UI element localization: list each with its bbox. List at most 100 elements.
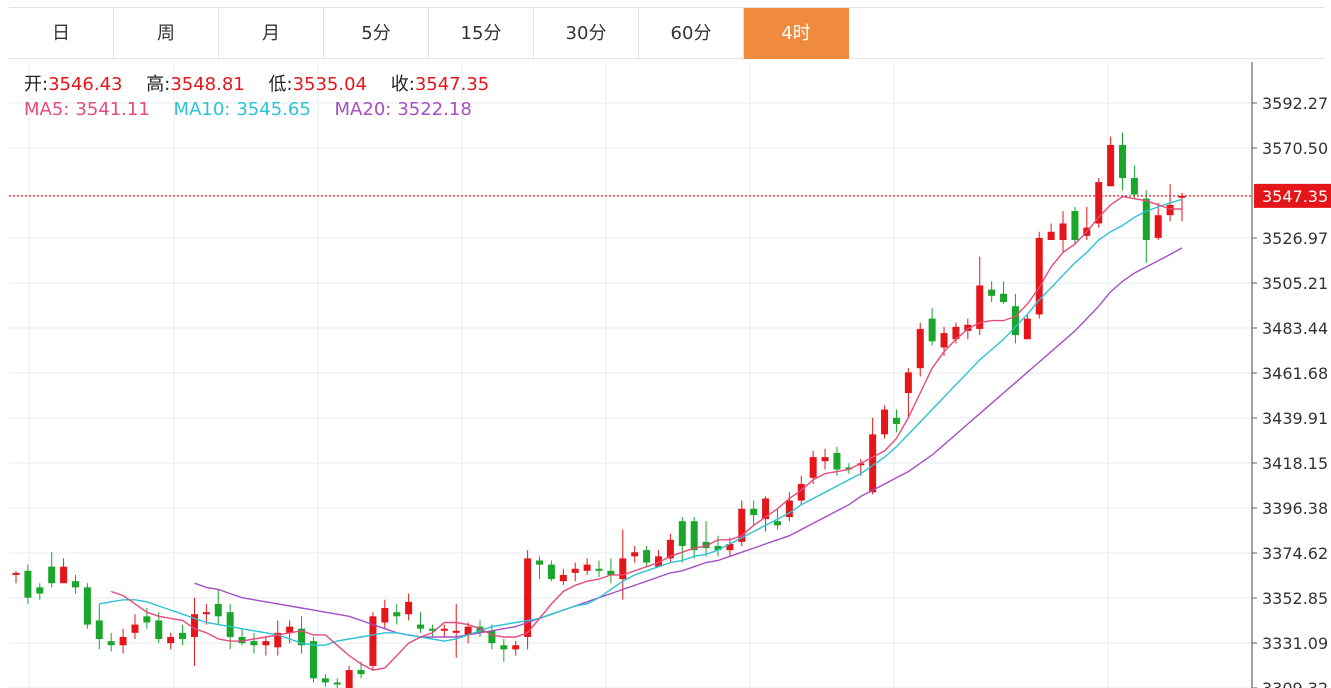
candle-body-37	[452, 630, 460, 633]
close-label: 收:	[390, 74, 415, 95]
candle-body-97	[1166, 204, 1174, 216]
candle-body-95	[1142, 198, 1150, 241]
candle-body-48	[583, 564, 591, 571]
candle-body-93	[1119, 144, 1127, 178]
candle-body-3	[48, 566, 56, 584]
y-tick-label-4: 3483.44	[1262, 319, 1328, 338]
tab-7[interactable]: 60分	[639, 8, 744, 59]
y-tick-label-6: 3439.91	[1262, 409, 1328, 428]
open-label: 开:	[24, 74, 49, 95]
candle-body-79	[952, 326, 960, 340]
candle-body-13	[167, 636, 175, 644]
candle-body-10	[131, 624, 139, 633]
tab-4[interactable]: 5分	[324, 8, 429, 59]
candle-body-66	[797, 483, 805, 501]
candle-body-45	[547, 564, 555, 580]
candle-body-20	[250, 641, 258, 646]
candle-body-80	[964, 324, 972, 331]
candle-body-98	[1178, 195, 1186, 198]
candle-body-96	[1154, 215, 1162, 238]
candle-body-44	[536, 560, 544, 565]
y-tick-label-12: 3309.32	[1262, 679, 1328, 688]
candle-body-74	[892, 417, 900, 425]
candle-body-6	[83, 587, 91, 625]
candle-body-2	[36, 587, 44, 594]
candle-body-17	[214, 603, 222, 617]
candle-body-35	[428, 628, 436, 631]
candle-body-54	[654, 556, 662, 567]
y-tick-label-1: 3570.50	[1262, 139, 1328, 158]
candle-body-62	[750, 508, 758, 515]
candle-body-47	[571, 568, 579, 573]
candle-body-88	[1059, 223, 1067, 241]
candle-body-71	[857, 463, 865, 466]
y-tick-label-11: 3331.09	[1262, 634, 1328, 653]
candle-body-16	[202, 612, 210, 615]
y-tick-label-5: 3461.68	[1262, 364, 1328, 383]
y-tick-label-3: 3505.21	[1262, 274, 1328, 293]
candle-body-22	[274, 632, 282, 648]
y-tick-label-7: 3418.15	[1262, 454, 1328, 473]
y-tick-label-2: 3526.97	[1262, 229, 1328, 248]
open-value: 3546.43	[48, 74, 123, 95]
candle-body-92	[1107, 144, 1115, 187]
candle-body-25	[309, 641, 317, 679]
candle-body-94	[1130, 177, 1138, 195]
tab-3[interactable]: 月	[219, 8, 324, 59]
candle-body-32	[393, 612, 401, 617]
ma10-label: MA10:	[173, 99, 231, 120]
ma20-label: MA20:	[334, 99, 392, 120]
candle-body-39	[476, 626, 484, 633]
candle-body-14	[179, 632, 187, 640]
tab-5[interactable]: 15分	[429, 8, 534, 59]
candle-body-81	[976, 285, 984, 329]
ma5-label: MA5:	[24, 99, 70, 120]
candle-body-12	[155, 620, 163, 640]
last-price-label: 3547.35	[1262, 187, 1328, 206]
candle-body-26	[321, 678, 329, 683]
candle-body-89	[1071, 211, 1079, 241]
candle-body-4	[60, 566, 68, 584]
candle-body-67	[809, 457, 817, 478]
candle-body-0	[12, 572, 20, 575]
candle-body-8	[107, 641, 115, 646]
candle-body-21	[262, 641, 270, 646]
candle-body-28	[345, 670, 353, 688]
candle-body-7	[95, 620, 103, 640]
candle-body-46	[559, 574, 567, 582]
y-tick-label-0: 3592.27	[1262, 94, 1328, 113]
tab-2[interactable]: 周	[114, 8, 219, 59]
candle-body-27	[333, 682, 341, 685]
tab-8[interactable]: 4时	[744, 8, 849, 59]
candle-body-34	[417, 624, 425, 629]
candle-body-36	[440, 628, 448, 631]
candle-body-42	[512, 645, 520, 650]
candle-body-83	[1000, 293, 1008, 303]
y-tick-label-10: 3352.85	[1262, 589, 1328, 608]
candle-body-69	[833, 452, 841, 470]
y-tick-label-8: 3396.38	[1262, 499, 1328, 518]
candle-body-82	[988, 289, 996, 296]
candle-body-51	[619, 558, 627, 580]
candle-body-18	[226, 612, 234, 637]
ohlc-readout: 开:3546.43 高:3548.81 低:3535.04 收:3547.35	[24, 72, 507, 97]
candle-body-5	[71, 581, 79, 588]
candle-body-63	[762, 498, 770, 520]
candle-body-19	[238, 636, 246, 644]
high-value: 3548.81	[170, 74, 245, 95]
candle-body-11	[143, 616, 151, 623]
candle-body-61	[738, 508, 746, 542]
period-tabs: 日周月 5分 15分 30分 60分 4时	[9, 7, 1325, 59]
tab-6[interactable]: 30分	[534, 8, 639, 59]
tab-1[interactable]: 日	[9, 8, 114, 59]
high-label: 高:	[146, 74, 171, 95]
candle-body-75	[904, 372, 912, 394]
candle-body-84	[1011, 306, 1019, 336]
candle-body-77	[928, 318, 936, 342]
ma20-line	[194, 247, 1183, 638]
candle-body-78	[940, 333, 948, 348]
candle-body-53	[643, 550, 651, 563]
candle-body-38	[464, 626, 472, 635]
candle-body-30	[369, 616, 377, 666]
candle-body-65	[785, 500, 793, 518]
